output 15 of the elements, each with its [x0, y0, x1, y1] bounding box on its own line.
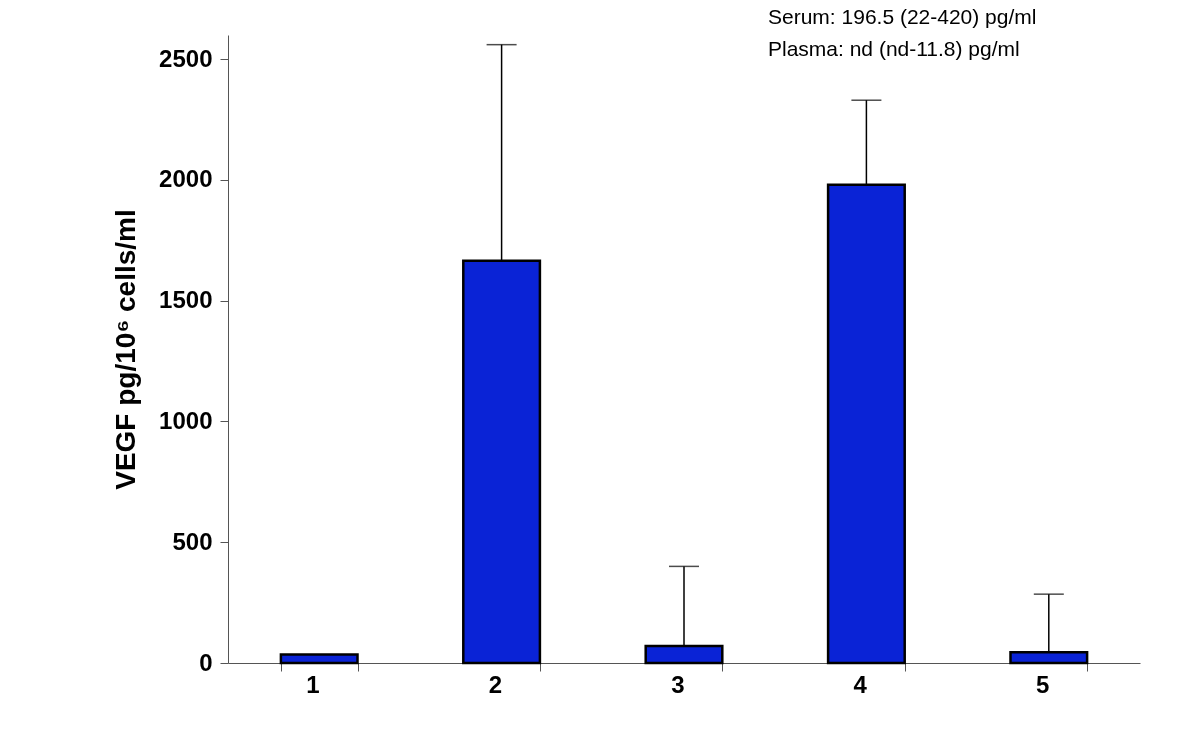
y-tick-label: 500 [172, 527, 213, 555]
y-tick-label: 0 [199, 648, 213, 676]
x-tick-label: 3 [671, 670, 685, 698]
x-tick-label: 2 [488, 670, 503, 698]
x-tick-label: 1 [306, 670, 320, 698]
x-tick-label: 4 [853, 670, 868, 698]
text: Serum: 196.5 (22-420) pg/ml [768, 5, 1037, 28]
annotation: Plasma: nd (nd-11.8) pg/ml [768, 37, 1020, 60]
y-tick-label: 2000 [159, 165, 213, 193]
y-tick-label: 1500 [159, 286, 213, 314]
y-tick-label: 2500 [159, 44, 213, 72]
y-tick-label: 1000 [159, 406, 213, 434]
y-axis-title: VEGF pg/10⁶ cells/ml [110, 209, 142, 490]
x-tick-label: 5 [1035, 670, 1050, 698]
bar [279, 653, 359, 665]
